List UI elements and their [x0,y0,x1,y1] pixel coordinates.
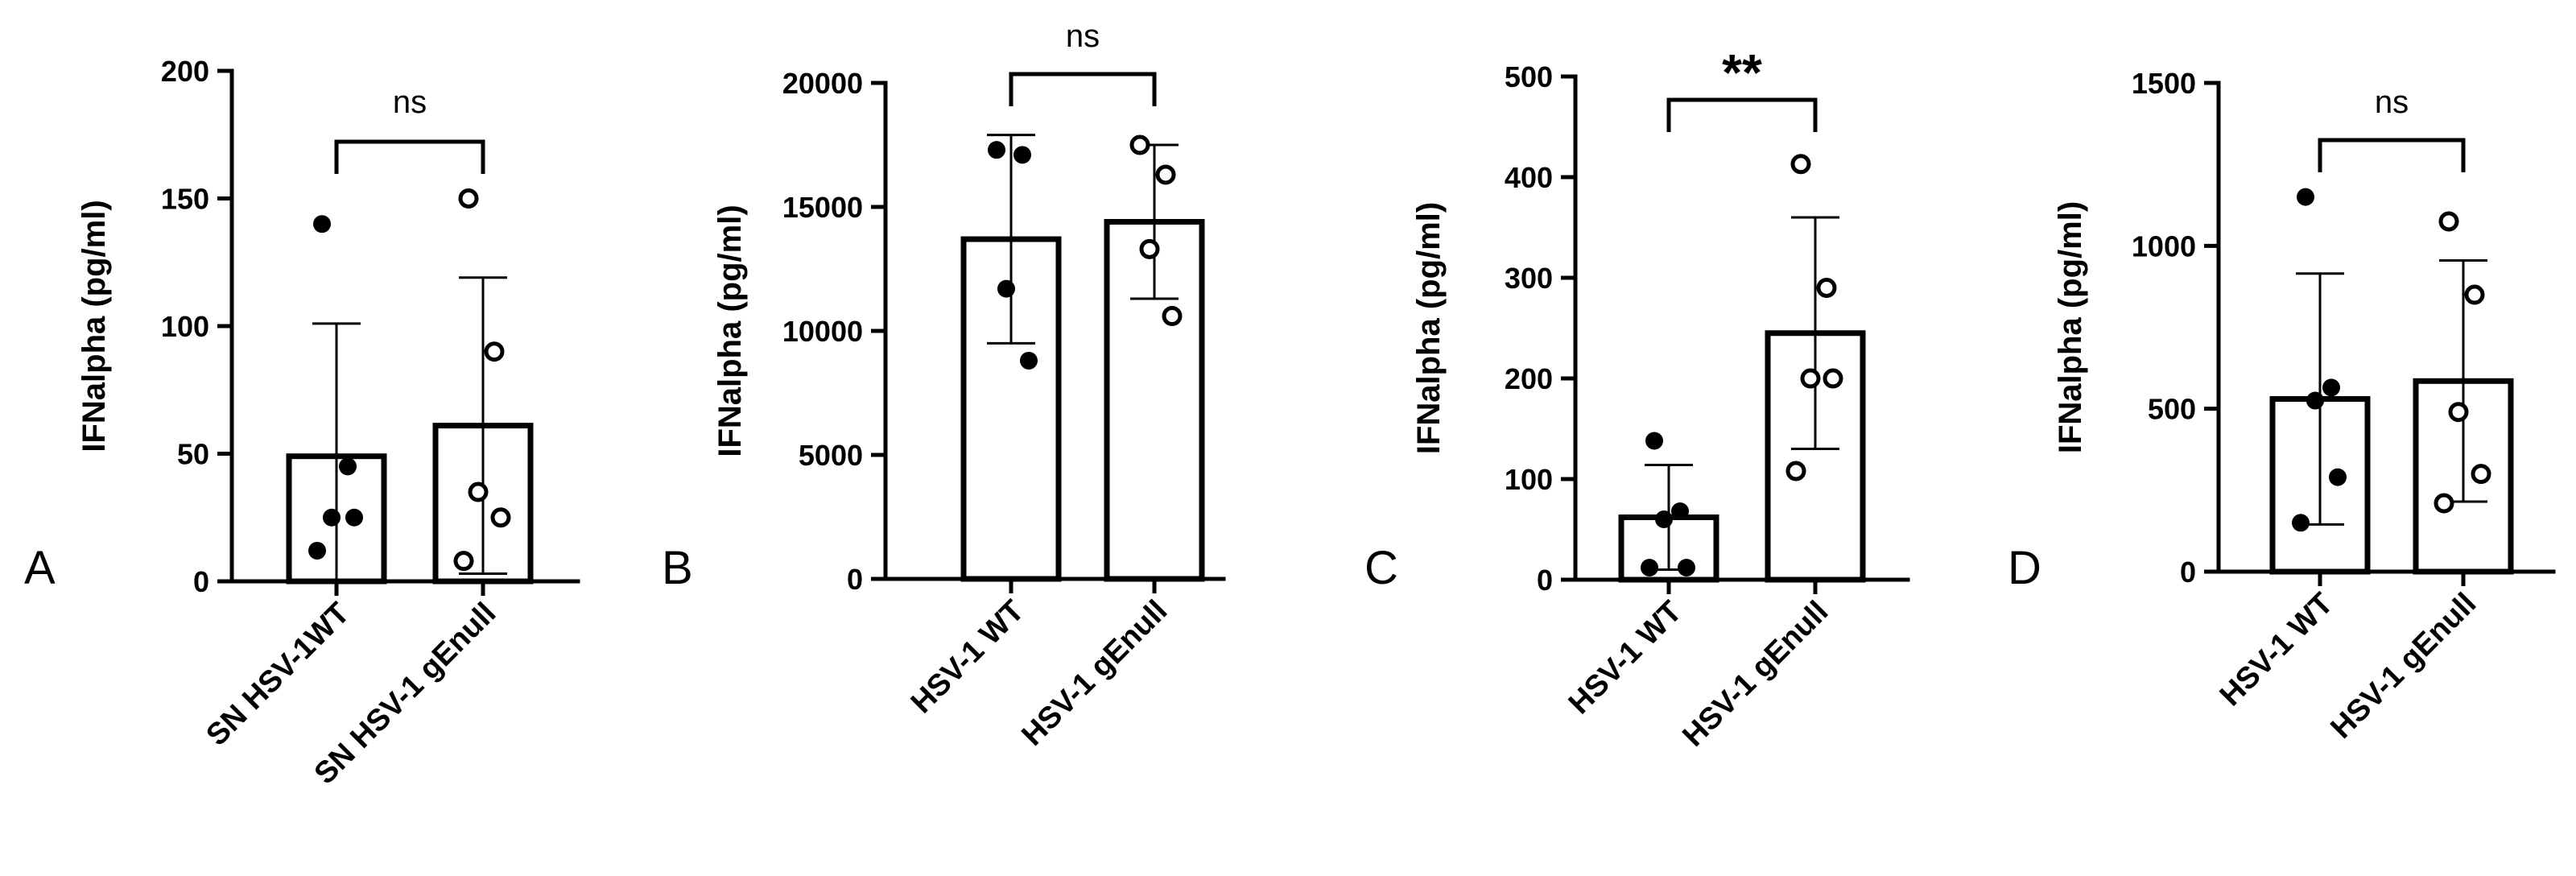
data-point [453,551,474,572]
panel-letter: C [1364,542,1398,594]
data-point [2306,391,2324,410]
y-axis-label: IFNalpha (pg/ml) [1411,202,1447,454]
data-point [468,481,489,502]
data-point [1785,461,1806,481]
y-tick-label: 1500 [2132,67,2196,100]
data-point [313,215,331,233]
x-tick-label: SN HSV-1WT [200,597,356,753]
data-point [2438,211,2459,232]
y-tick-label: 0 [847,563,863,596]
x-tick-label: HSV-1 gEnull [1015,594,1174,753]
y-tick-label: 5000 [799,439,863,472]
chart-panel-D: 0 500 1000 1500 IFNalpha (pg/ml) HSV-1 WTHSV-… [2008,67,2556,746]
y-tick-label: 100 [1505,463,1553,496]
y-tick-label: 50 [177,438,209,471]
data-point [484,341,505,362]
data-point [1800,368,1821,389]
panel-letter: D [2008,542,2041,594]
significance-label: ** [1722,43,1762,101]
data-point [308,541,326,560]
y-tick-label: 500 [1505,60,1553,93]
data-point [1645,432,1663,450]
x-tick-label: HSV-1 WT [2214,587,2340,713]
x-tick-label: HSV-1 gEnull [1676,595,1835,754]
significance-bracket [1666,97,1818,132]
y-tick-label: 1000 [2132,229,2196,262]
data-point [1139,238,1160,259]
data-point [345,508,363,527]
data-point [2471,464,2491,485]
y-tick-label: 400 [1505,161,1553,194]
y-axis-label: IFNalpha (pg/ml) [712,205,748,457]
y-tick-label: 150 [161,183,209,216]
data-point [2434,493,2454,514]
x-tick-label: HSV-1 WT [1563,595,1689,721]
panel-letter: A [24,542,56,594]
data-point [1671,502,1689,520]
data-point [997,279,1015,298]
data-point [1020,351,1038,370]
y-tick-label: 10000 [782,315,863,348]
x-tick-label: HSV-1 WT [905,594,1031,721]
y-tick-label: 200 [1505,362,1553,395]
data-point [490,507,511,528]
y-axis-label: IFNalpha (pg/ml) [76,200,112,452]
significance-label: ns [393,85,427,120]
y-axis-label: IFNalpha (pg/ml) [2053,201,2088,453]
significance-label: ns [2375,85,2409,120]
y-tick-label: 100 [161,310,209,343]
data-point [1013,146,1031,164]
data-point [2448,402,2469,423]
significance-bracket [2318,138,2466,172]
data-point [2464,284,2485,305]
significance-bracket [1009,72,1157,106]
data-point [339,457,357,476]
x-tick-label: HSV-1 gEnull [2324,587,2483,746]
data-point [1790,154,1811,175]
data-point [1162,306,1183,327]
data-point [1678,559,1695,576]
data-point [1655,510,1673,528]
data-point [988,141,1005,159]
significance-bracket [334,139,485,174]
y-tick-label: 200 [161,55,209,88]
data-point [458,188,479,209]
y-tick-label: 0 [1537,564,1553,597]
y-tick-label: 0 [193,565,209,598]
data-point [1155,164,1176,185]
chart-panel-B: 0 5000 10000 15000 20000 IFNalpha (pg/ml) HSV-… [662,19,1226,753]
data-point [2297,188,2314,206]
data-point [323,508,341,527]
significance-label: ns [1066,19,1100,54]
bar-wt [960,236,1062,582]
y-tick-label: 500 [2148,393,2196,426]
data-point [2322,378,2340,397]
data-point [1823,368,1843,389]
y-tick-label: 20000 [782,67,863,100]
y-tick-label: 0 [2180,556,2196,589]
data-point [2329,468,2347,486]
data-point [1641,559,1658,576]
panel-letter: B [662,542,693,594]
y-tick-label: 15000 [782,191,863,224]
data-point [1129,134,1150,155]
data-point [2292,514,2310,532]
data-point [1816,278,1837,298]
chart-panel-C: 0 100 200 300 400 500 IFNalpha (pg/ml) HSV-1 WT… [1364,43,1910,754]
y-tick-label: 300 [1505,262,1553,295]
